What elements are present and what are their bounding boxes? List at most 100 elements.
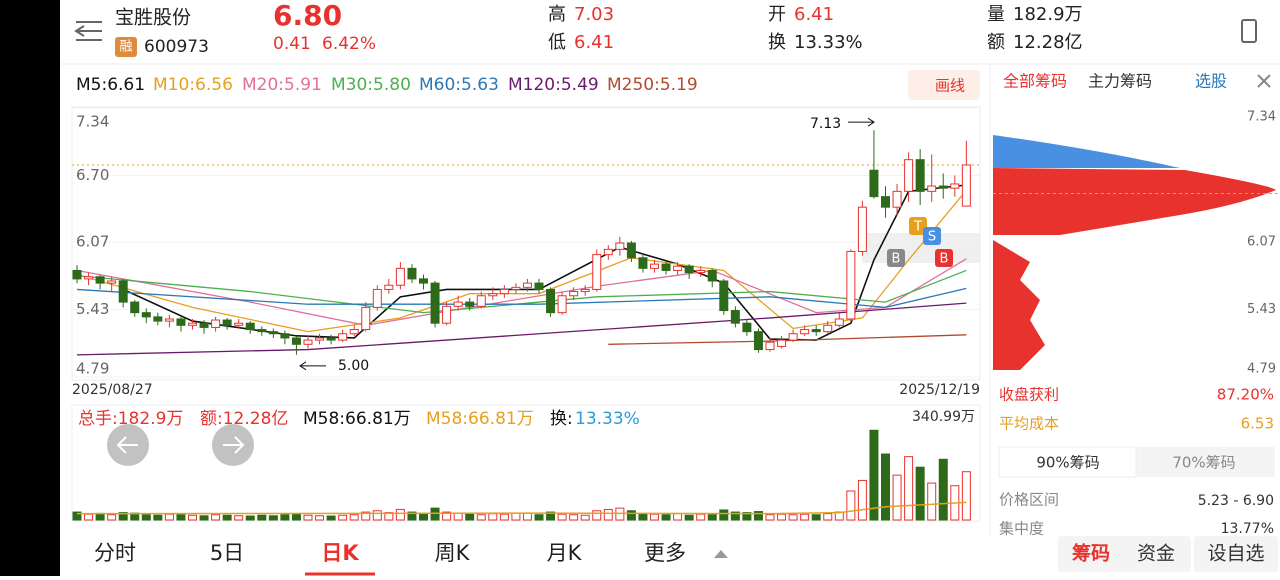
volume-bar <box>442 511 452 521</box>
more-triangle[interactable] <box>714 550 728 558</box>
volume-bar <box>176 514 186 521</box>
chip-button-active[interactable] <box>998 446 1137 478</box>
period-tab[interactable]: 日K <box>321 541 359 565</box>
period-tab[interactable]: 5日 <box>210 541 244 565</box>
volume-bar <box>372 510 382 521</box>
bottom-button[interactable]: 资金 <box>1137 543 1175 565</box>
ma-line <box>76 189 967 333</box>
close-icon[interactable] <box>1257 74 1271 88</box>
ma-line <box>76 302 967 356</box>
volume-bar <box>303 514 313 521</box>
volume-bar <box>361 511 371 521</box>
volume-ma <box>76 501 967 515</box>
chip-tab[interactable]: 选股 <box>1195 72 1227 91</box>
volume-bar <box>788 514 798 521</box>
candle-body <box>419 278 428 284</box>
volume-bar <box>603 508 613 521</box>
candle-body <box>730 310 740 324</box>
range-value: 5.23 - 6.90 <box>1198 493 1274 509</box>
volume-legend: 换: <box>550 409 573 429</box>
candle-body <box>395 267 405 286</box>
chip-profile-mid <box>993 168 1276 235</box>
candle-body <box>580 288 590 293</box>
volume-bar <box>476 514 486 521</box>
candle-body <box>696 269 706 274</box>
y-tick-label: 6.07 <box>76 232 109 250</box>
annotation-arrow <box>848 117 875 127</box>
trade-marker <box>935 249 953 267</box>
volume-bar <box>407 511 417 521</box>
draw-button[interactable] <box>908 70 980 100</box>
chip-tab[interactable]: 全部筹码 <box>1003 72 1067 91</box>
volume-bar <box>742 512 752 521</box>
volume-bar <box>777 513 787 521</box>
phone-icon[interactable] <box>1241 19 1257 43</box>
candle-body <box>118 280 128 303</box>
candle-body <box>164 318 174 322</box>
volume-bar <box>846 490 856 521</box>
candle-body <box>742 322 752 333</box>
ma-line <box>76 269 967 314</box>
candle-body <box>615 242 625 250</box>
volume-bar <box>730 511 740 521</box>
volume-bar <box>211 514 221 521</box>
volume-bar <box>811 514 821 521</box>
volume-bar <box>522 512 532 521</box>
volume-bar <box>257 514 267 521</box>
volume-bar <box>546 511 556 521</box>
period-tab[interactable]: 分时 <box>94 541 136 565</box>
candle-body <box>107 280 117 284</box>
candle-body <box>834 318 844 326</box>
period-tab[interactable]: 月K <box>547 541 583 565</box>
trade-marker <box>887 249 905 267</box>
arrow-glyphs <box>116 436 245 454</box>
volume-bar <box>557 513 567 521</box>
candle-body <box>349 329 359 335</box>
range-label: 价格区间 <box>999 491 1059 509</box>
badge-bg <box>115 37 137 57</box>
candle-body <box>569 291 579 297</box>
candle-body <box>915 159 925 192</box>
back-icon[interactable] <box>74 21 102 41</box>
volume-bar <box>84 513 94 521</box>
period-tab[interactable]: 周K <box>435 541 471 565</box>
volume-bar <box>419 512 428 521</box>
volume-bar <box>465 513 475 521</box>
volume-bar <box>326 515 336 521</box>
candle-body <box>684 265 694 274</box>
volume-bar <box>222 514 232 521</box>
candle-body <box>222 319 232 326</box>
ma-line <box>122 184 967 341</box>
bottom-button[interactable]: 筹码 <box>1072 542 1110 565</box>
volume-bar <box>857 479 867 521</box>
volume-bar <box>430 507 440 521</box>
volume-bar <box>338 514 348 521</box>
candle-body <box>326 337 336 341</box>
chip-button[interactable]: 90%筹码 <box>1036 454 1099 472</box>
volume-bar <box>291 513 301 521</box>
volume-legend: M58:66.81万 <box>426 409 534 429</box>
candle-body <box>430 282 440 324</box>
y-tick-label: 4.79 <box>76 360 109 378</box>
volume-bar <box>719 509 729 521</box>
volume-bar <box>349 514 359 521</box>
candle-body <box>384 284 394 290</box>
price: 6.80 <box>273 0 342 32</box>
chip-tab[interactable]: 主力筹码 <box>1088 72 1152 91</box>
annotation: 7.13 <box>810 116 841 132</box>
chip-button[interactable]: 70%筹码 <box>1172 454 1235 472</box>
candle-body <box>84 276 94 280</box>
candle-body <box>211 319 221 328</box>
volume-bar <box>188 514 197 521</box>
volume-bar <box>638 512 648 521</box>
candle-body <box>465 301 475 307</box>
candle-body <box>592 254 602 290</box>
volume-bar <box>650 513 659 521</box>
bottom-button[interactable]: 设自选 <box>1207 543 1264 565</box>
candle-body <box>130 301 140 314</box>
stat-value: 182.9万 <box>1013 4 1083 25</box>
period-tab[interactable]: 更多 <box>644 541 686 565</box>
candle-body <box>188 322 197 326</box>
volume-legend: M58:66.81万 <box>303 409 411 429</box>
